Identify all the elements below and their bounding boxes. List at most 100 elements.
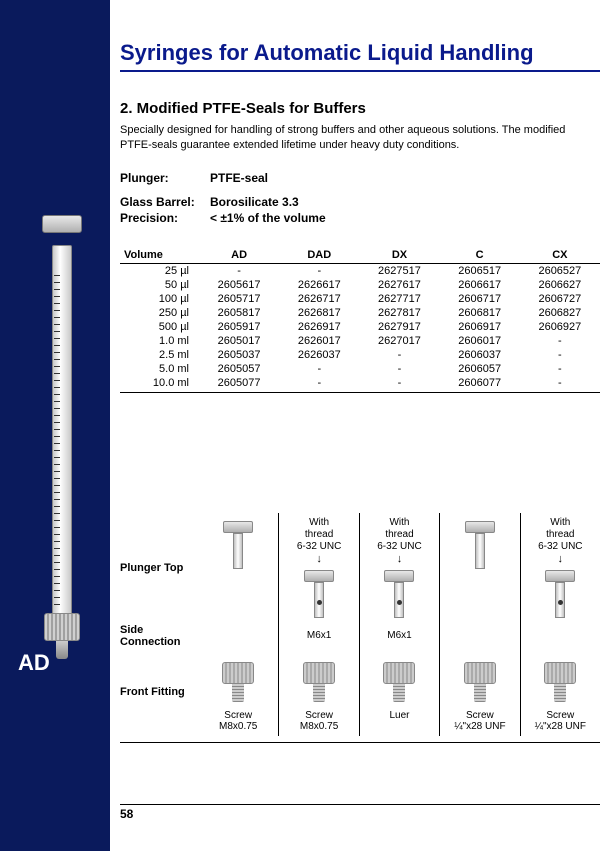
table-cell: -: [520, 334, 600, 348]
front-fitting-cell: Screw¼"x28 UNF: [520, 648, 600, 736]
table-cell: -: [520, 362, 600, 376]
spec-row: Glass Barrel:Borosilicate 3.3: [120, 195, 600, 209]
table-cell: 2606927: [520, 320, 600, 334]
table-cell: -: [359, 348, 439, 362]
table-cell: 2605617: [199, 278, 279, 292]
table-cell: 2626017: [279, 334, 359, 348]
table-cell: 500 µl: [120, 320, 199, 334]
table-cell: -: [279, 263, 359, 278]
side-connection-cell: [520, 624, 600, 648]
table-row: 500 µl2605917262691726279172606917260692…: [120, 320, 600, 334]
table-header: C: [440, 247, 520, 264]
table-cell: 50 µl: [120, 278, 199, 292]
table-row: 1.0 ml2605017262601726270172606017-: [120, 334, 600, 348]
table-row: 100 µl2605717262671726277172606717260672…: [120, 292, 600, 306]
table-cell: 2627517: [359, 263, 439, 278]
table-cell: 2626617: [279, 278, 359, 292]
plunger-top-cell: Withthread6-32 UNC: [359, 513, 439, 624]
table-cell: 5.0 ml: [120, 362, 199, 376]
side-connection-cell: [198, 624, 278, 648]
table-cell: 2627617: [359, 278, 439, 292]
syringe-illustration: [38, 215, 86, 650]
table-header: AD: [199, 247, 279, 264]
table-cell: -: [520, 348, 600, 362]
table-cell: -: [199, 263, 279, 278]
table-cell: 2606827: [520, 306, 600, 320]
table-cell: 2626717: [279, 292, 359, 306]
table-cell: 2626037: [279, 348, 359, 362]
page-number: 58: [120, 804, 600, 821]
plunger-top-cell: [198, 513, 278, 624]
table-cell: 2627817: [359, 306, 439, 320]
table-cell: 2627917: [359, 320, 439, 334]
table-cell: -: [359, 362, 439, 376]
spec-row: Precision:< ±1% of the volume: [120, 211, 600, 225]
table-cell: 2606527: [520, 263, 600, 278]
plunger-top-cell: Withthread6-32 UNC: [278, 513, 358, 624]
table-header: DAD: [279, 247, 359, 264]
specs-block: Plunger:PTFE-sealGlass Barrel:Borosilica…: [120, 171, 600, 225]
table-row: 2.5 ml26050372626037-2606037-: [120, 348, 600, 362]
spec-value: < ±1% of the volume: [210, 211, 326, 225]
table-cell: 2605037: [199, 348, 279, 362]
table-cell: 2626817: [279, 306, 359, 320]
table-cell: 25 µl: [120, 263, 199, 278]
table-cell: 2606017: [440, 334, 520, 348]
table-cell: 2606727: [520, 292, 600, 306]
table-cell: 2606917: [440, 320, 520, 334]
table-header: Volume: [120, 247, 199, 264]
front-fitting-header: Front Fitting: [120, 648, 198, 736]
section-subtitle: 2. Modified PTFE-Seals for Buffers: [120, 100, 600, 117]
spec-value: PTFE-seal: [210, 171, 268, 185]
plunger-section: Plunger Top Withthread6-32 UNCWiththread6…: [120, 513, 600, 743]
table-cell: 2606077: [440, 376, 520, 393]
table-cell: 250 µl: [120, 306, 199, 320]
spec-label: Plunger:: [120, 171, 210, 185]
table-cell: 2606617: [440, 278, 520, 292]
spec-value: Borosilicate 3.3: [210, 195, 299, 209]
table-row: 50 µl26056172626617262761726066172606627: [120, 278, 600, 292]
table-cell: 2606627: [520, 278, 600, 292]
table-cell: 2627717: [359, 292, 439, 306]
table-cell: 2626917: [279, 320, 359, 334]
table-cell: 2606717: [440, 292, 520, 306]
plunger-top-cell: [439, 513, 519, 624]
table-cell: -: [279, 362, 359, 376]
section-description: Specially designed for handling of stron…: [120, 123, 600, 153]
sidebar-label: AD: [18, 650, 50, 676]
table-cell: 1.0 ml: [120, 334, 199, 348]
table-cell: 2606517: [440, 263, 520, 278]
table-cell: 2606037: [440, 348, 520, 362]
table-header: CX: [520, 247, 600, 264]
table-cell: 2606817: [440, 306, 520, 320]
side-connection-cell: [439, 624, 519, 648]
front-fitting-cell: Luer: [359, 648, 439, 736]
volume-table: VolumeADDADDXCCX 25 µl--2627517260651726…: [120, 247, 600, 393]
page-title: Syringes for Automatic Liquid Handling: [120, 40, 600, 72]
table-row: 10.0 ml2605077--2606077-: [120, 376, 600, 393]
table-cell: 2605057: [199, 362, 279, 376]
spec-label: Precision:: [120, 211, 210, 225]
plunger-top-header: Plunger Top: [120, 513, 198, 624]
spec-row: Plunger:PTFE-seal: [120, 171, 600, 185]
table-row: 25 µl--262751726065172606527: [120, 263, 600, 278]
table-cell: -: [520, 376, 600, 393]
table-header: DX: [359, 247, 439, 264]
main-content: Syringes for Automatic Liquid Handling 2…: [120, 40, 600, 743]
sidebar: AD: [0, 0, 110, 851]
table-cell: 2605717: [199, 292, 279, 306]
table-cell: 2605917: [199, 320, 279, 334]
table-cell: 2605817: [199, 306, 279, 320]
table-row: 5.0 ml2605057--2606057-: [120, 362, 600, 376]
side-connection-cell: M6x1: [278, 624, 358, 648]
front-fitting-cell: ScrewM8x0.75: [278, 648, 358, 736]
table-cell: 10.0 ml: [120, 376, 199, 393]
table-cell: 2605017: [199, 334, 279, 348]
table-cell: 2627017: [359, 334, 439, 348]
table-cell: -: [359, 376, 439, 393]
side-connection-header: SideConnection: [120, 624, 198, 648]
spec-label: Glass Barrel:: [120, 195, 210, 209]
front-fitting-cell: ScrewM8x0.75: [198, 648, 278, 736]
front-fitting-cell: Screw¼"x28 UNF: [439, 648, 519, 736]
table-row: 250 µl2605817262681726278172606817260682…: [120, 306, 600, 320]
